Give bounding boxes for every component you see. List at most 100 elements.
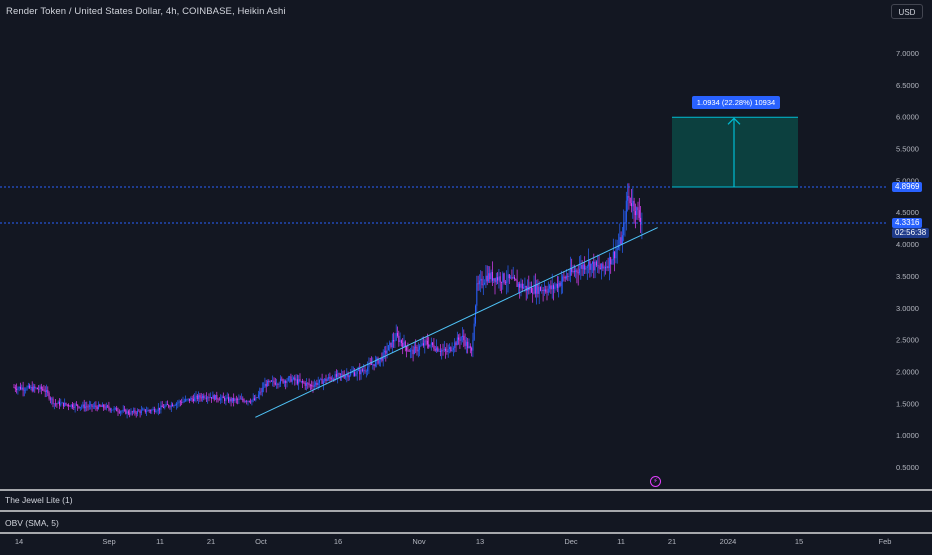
price-axis[interactable]: 7.0000 6.5000 6.0000 5.5000 5.0000 4.5000 4.00… — [896, 49, 919, 472]
candle-body — [59, 401, 60, 406]
candle-body — [133, 410, 135, 413]
candle-body — [510, 277, 512, 279]
candle-body — [161, 405, 163, 408]
candle-body — [238, 398, 240, 400]
candle-body — [178, 401, 180, 403]
candle-body — [267, 380, 268, 387]
candle-body — [443, 348, 445, 351]
candle-body — [608, 257, 610, 269]
candle-body — [276, 384, 278, 385]
candle-body — [489, 273, 491, 280]
candle-body — [277, 384, 279, 385]
x-tick-label: Sep — [102, 537, 115, 546]
candle-body — [369, 363, 371, 365]
candle-body — [499, 276, 501, 283]
candle-body — [98, 404, 99, 409]
candle-body — [640, 217, 642, 225]
candle-body — [551, 285, 553, 290]
candle-body — [386, 350, 388, 354]
y-tick-label: 0.5000 — [896, 463, 919, 472]
candle-body — [231, 397, 233, 402]
candle-body — [484, 282, 486, 285]
candle-body — [307, 382, 309, 384]
candle-body — [482, 284, 484, 286]
candle-body — [495, 277, 497, 283]
candle-body — [157, 407, 159, 411]
candle-body — [556, 284, 558, 288]
countdown-tag: 02:56:38 — [892, 228, 930, 238]
candle-body — [202, 395, 203, 399]
candle-body — [31, 386, 33, 391]
candle-body — [86, 406, 88, 408]
candle-body — [472, 339, 474, 351]
candle-body — [494, 278, 496, 283]
candle-body — [100, 406, 102, 407]
time-axis[interactable]: 14 Sep 11 21 Oct 16 Nov 13 Dec 11 21 2024 15 Feb — [15, 537, 892, 546]
candle-body — [72, 404, 73, 408]
candle-body — [177, 402, 179, 404]
candle-body — [144, 409, 146, 413]
candle-body — [534, 284, 536, 294]
y-tick-label: 1.0000 — [896, 431, 919, 440]
symbol-title[interactable]: Render Token / United States Dollar, 4h,… — [6, 6, 286, 17]
candle-body — [316, 382, 318, 386]
candle-body — [628, 195, 630, 198]
candlestick-series — [13, 183, 643, 419]
candle-body — [129, 413, 131, 415]
candle-body — [196, 395, 198, 400]
candle-body — [593, 261, 595, 271]
candle-body — [309, 384, 311, 386]
candle-body — [463, 335, 465, 341]
candle-body — [27, 385, 29, 388]
candle-body — [586, 266, 588, 268]
candle-body — [282, 379, 284, 383]
candle-body — [493, 278, 495, 281]
candle-body — [391, 340, 393, 348]
candle-body — [364, 370, 366, 372]
indicator-jewel-label[interactable]: The Jewel Lite (1) — [5, 495, 73, 505]
candle-body — [634, 211, 636, 216]
candle-body — [581, 265, 583, 270]
candle-body — [126, 411, 128, 414]
candle-body — [620, 237, 622, 245]
y-tick-label: 3.5000 — [896, 272, 919, 281]
x-tick-label: 16 — [334, 537, 342, 546]
candle-body — [373, 364, 375, 367]
candle-body — [138, 410, 140, 412]
candle-body — [447, 349, 449, 353]
candle-body — [537, 284, 539, 294]
candle-body — [166, 404, 168, 406]
candle-body — [70, 404, 72, 407]
candle-body — [17, 388, 19, 390]
candle-body — [490, 272, 492, 280]
candle-body — [300, 381, 302, 382]
candle-body — [112, 409, 114, 411]
candle-body — [385, 350, 387, 354]
candle-body — [590, 263, 592, 270]
candle-body — [371, 363, 372, 365]
candle-body — [610, 257, 612, 265]
candle-body — [564, 277, 566, 279]
candle-body — [374, 360, 376, 367]
x-tick-label: 14 — [15, 537, 23, 546]
candle-body — [229, 398, 231, 402]
candle-body — [263, 387, 265, 389]
currency-button[interactable]: USD — [891, 4, 923, 19]
indicator-obv-label[interactable]: OBV (SMA, 5) — [5, 518, 59, 528]
candle-body — [523, 287, 525, 289]
candle-body — [247, 400, 249, 402]
candle-body — [34, 386, 36, 389]
candle-body — [237, 399, 239, 400]
candle-body — [530, 286, 532, 293]
measure-label[interactable]: 1.0934 (22.28%) 10934 — [692, 96, 780, 109]
candle-body — [563, 276, 565, 278]
candle-body — [471, 348, 473, 351]
candle-body — [35, 387, 37, 389]
lightning-icon[interactable]: ⚡ — [650, 476, 661, 487]
candle-body — [176, 403, 177, 406]
candle-body — [213, 395, 215, 400]
candle-body — [498, 276, 500, 281]
candle-body — [481, 278, 483, 286]
